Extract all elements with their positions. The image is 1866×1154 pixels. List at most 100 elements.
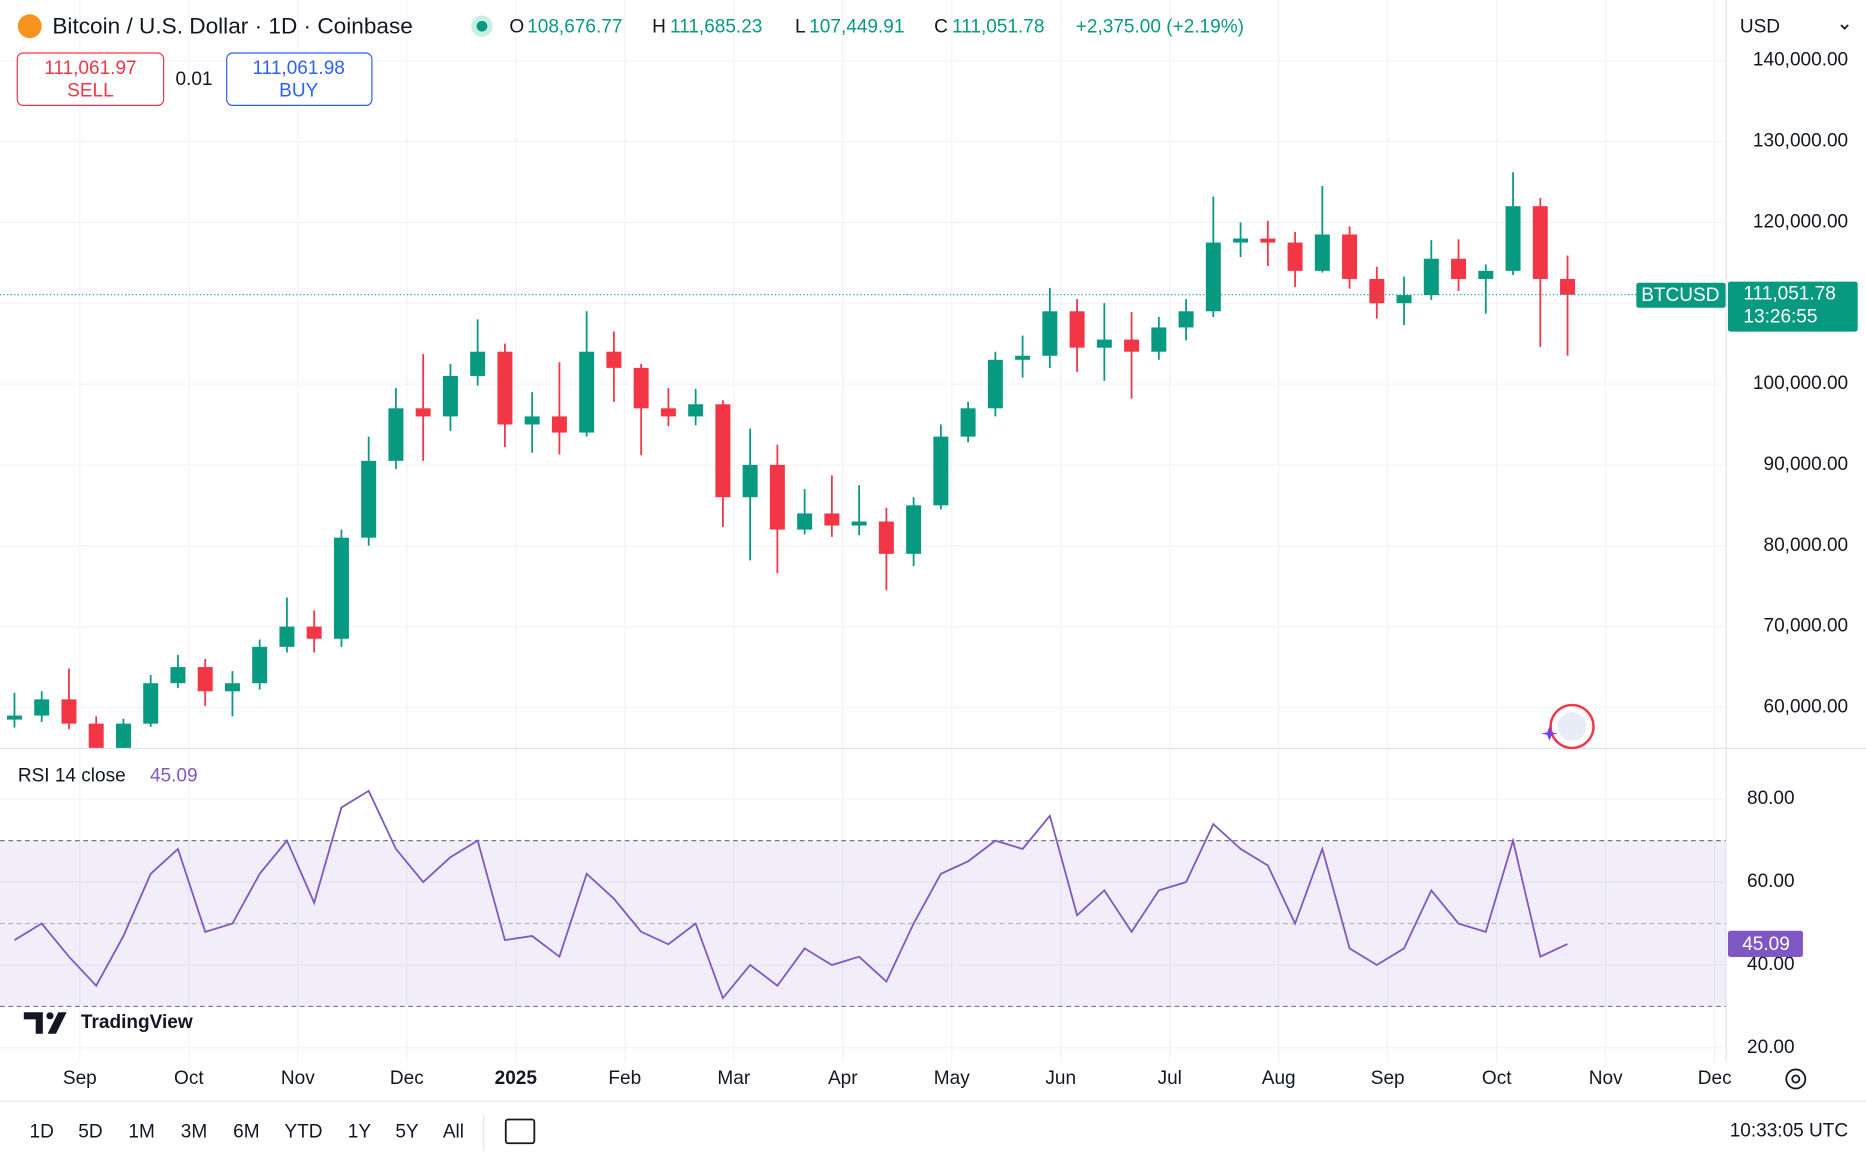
sparkle-icon — [1541, 726, 1558, 741]
y-tick-label: 40.00 — [1747, 954, 1795, 975]
candle-body — [388, 408, 404, 461]
y-tick-label: 20.00 — [1747, 1037, 1795, 1058]
dropdown-icon — [1840, 24, 1849, 30]
currency-select[interactable] — [1735, 8, 1858, 46]
x-tick-label: Dec — [1698, 1068, 1732, 1089]
countdown: 13:26:55 — [1743, 306, 1817, 327]
y-tick-label: 140,000.00 — [1753, 50, 1848, 71]
candle-body — [279, 626, 295, 647]
x-tick-label: Feb — [608, 1068, 641, 1089]
candle-body — [470, 351, 486, 376]
candle-body — [660, 408, 676, 417]
y-tick-label: 80.00 — [1747, 788, 1795, 809]
candle-body — [715, 404, 731, 498]
candle-body — [1015, 355, 1031, 360]
candle-body — [6, 715, 22, 720]
candles — [6, 172, 1576, 748]
candle-body — [933, 436, 949, 506]
timeframe-button[interactable]: 1D — [29, 1122, 53, 1143]
settings-icon[interactable] — [1785, 1068, 1807, 1090]
ohlc-value: 111,051.78 — [952, 16, 1044, 37]
ohlc-label: C — [934, 16, 948, 37]
ohlc-label: H — [652, 16, 666, 37]
rsi-value: 45.09 — [150, 766, 198, 787]
candle-body — [1342, 234, 1358, 279]
timeframe-button[interactable]: 1Y — [348, 1122, 372, 1143]
candle-body — [197, 667, 213, 692]
symbol[interactable]: Bitcoin / U.S. Dollar · 1D · Coinbase — [52, 13, 412, 38]
candle-body — [306, 626, 322, 639]
settings-icon-center — [1791, 1074, 1801, 1084]
candle-body — [1423, 258, 1439, 296]
timeframe-button[interactable]: 6M — [233, 1122, 259, 1143]
timeframe-button[interactable]: 5Y — [395, 1122, 419, 1143]
y-tick-label: 60,000.00 — [1764, 696, 1849, 717]
candle-body — [143, 683, 159, 724]
candle-body — [333, 537, 349, 639]
candle-body — [1560, 278, 1576, 295]
candle-body — [824, 513, 840, 526]
last-price-tag — [1727, 281, 1858, 332]
buy-price: 111,061.98 — [253, 58, 345, 79]
timeframe-button[interactable]: All — [443, 1122, 464, 1143]
ticker-label: BTCUSD — [1641, 285, 1719, 306]
candle-body — [115, 723, 131, 748]
candle-body — [742, 464, 758, 498]
candle-body — [851, 521, 867, 526]
buy-label: BUY — [279, 81, 318, 102]
y-tick-label: 120,000.00 — [1753, 211, 1848, 232]
sell-button[interactable] — [16, 52, 165, 106]
y-tick-label: 90,000.00 — [1764, 454, 1849, 475]
timeframe-button[interactable]: 5D — [78, 1122, 102, 1143]
candle-body — [1532, 206, 1548, 279]
x-tick-label: Apr — [828, 1068, 858, 1089]
x-tick-label: Aug — [1262, 1068, 1296, 1089]
currency: USD — [1740, 16, 1780, 37]
x-tick-label: Nov — [281, 1068, 315, 1089]
candle-body — [688, 404, 704, 417]
y-tick-label: 60.00 — [1747, 871, 1795, 892]
candle-body — [361, 460, 377, 538]
buy-button[interactable] — [226, 52, 373, 106]
x-tick-label: Jun — [1045, 1068, 1076, 1089]
x-tick-label: Dec — [390, 1068, 424, 1089]
candle-body — [524, 416, 540, 425]
ohlc-value: 108,676.77 — [527, 16, 622, 37]
candle-body — [497, 351, 513, 425]
date-range-icon[interactable] — [504, 1118, 536, 1145]
coin-icon — [17, 14, 42, 39]
ticker-tag — [1636, 282, 1726, 308]
candle-body — [415, 408, 431, 417]
candle-body — [1314, 234, 1330, 271]
market-status-dot — [476, 20, 488, 32]
candle-body — [579, 351, 595, 433]
last-price-label: 111,051.78 — [1743, 284, 1835, 305]
x-tick-label: Nov — [1589, 1068, 1623, 1089]
change: +2,375.00 (+2.19%) — [1076, 16, 1244, 37]
candle-body — [551, 416, 567, 433]
x-tick-label: Oct — [1482, 1068, 1512, 1089]
candle-body — [1178, 311, 1194, 328]
candle-body — [1096, 339, 1112, 348]
sell-label: SELL — [67, 81, 114, 102]
x-tick-label: Mar — [717, 1068, 750, 1089]
candle-body — [1151, 327, 1167, 352]
candle-body — [88, 723, 104, 748]
spread: 0.01 — [175, 69, 212, 90]
candle-body — [1369, 278, 1385, 304]
x-tick-label: 2025 — [495, 1068, 538, 1089]
timeframe-button[interactable]: YTD — [284, 1122, 322, 1143]
ohlc-label: L — [795, 16, 806, 37]
timeframe-button[interactable]: 3M — [181, 1122, 207, 1143]
candle-body — [1396, 295, 1412, 304]
candle-body — [960, 408, 976, 437]
x-tick-label: May — [934, 1068, 970, 1089]
rsi-title: RSI 14 close — [18, 766, 126, 787]
candle-body — [252, 646, 268, 684]
x-tick-label: Sep — [63, 1068, 97, 1089]
candle-body — [878, 521, 894, 554]
x-tick-label: Jul — [1158, 1068, 1182, 1089]
timeframe-button[interactable]: 1M — [128, 1122, 154, 1143]
candle-body — [1124, 339, 1140, 352]
